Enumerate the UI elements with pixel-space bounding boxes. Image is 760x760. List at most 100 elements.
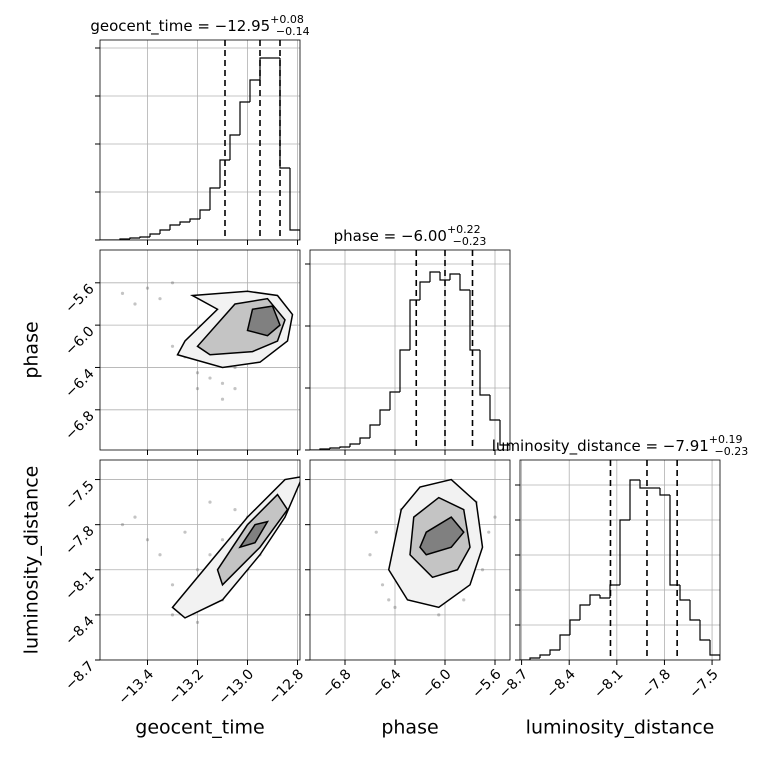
histogram-bin — [329, 447, 340, 449]
histogram-bin — [449, 273, 460, 280]
x-tick-label: −6.8 — [319, 666, 354, 701]
sample-point — [393, 605, 397, 609]
histogram-bin — [539, 654, 550, 658]
sample-point — [208, 376, 212, 380]
y-axis-label: luminosity_distance — [21, 466, 43, 655]
histogram-bin — [559, 634, 570, 650]
panel — [100, 40, 300, 240]
panel — [310, 460, 510, 660]
histogram-bin — [379, 409, 390, 425]
sample-point — [145, 286, 150, 290]
sample-point — [195, 568, 200, 572]
title-lower: −0.23 — [715, 445, 749, 458]
histogram-bin — [129, 237, 140, 239]
panel — [520, 460, 720, 660]
panel-title: phase = −6.00+0.22 −0.23 — [334, 223, 487, 248]
histogram-bin — [639, 480, 650, 489]
panel — [100, 460, 300, 660]
x-axis-label: phase — [381, 717, 438, 739]
histogram-bin — [679, 585, 690, 601]
title-main: phase = −6.00 — [334, 227, 447, 245]
histogram-bin — [629, 479, 640, 520]
histogram-bin — [199, 209, 210, 219]
histogram-bin — [609, 584, 620, 598]
histogram-bin — [699, 620, 710, 641]
sample-point — [368, 553, 372, 557]
histogram-bin — [489, 395, 500, 421]
sample-point — [170, 613, 175, 617]
histogram-bin — [579, 604, 590, 620]
x-tick-label: −8.4 — [544, 666, 579, 701]
histogram-bin — [589, 594, 600, 605]
x-tick-label: −6.4 — [369, 666, 404, 701]
sample-point — [170, 344, 175, 348]
sample-point — [487, 530, 491, 534]
title-main: luminosity_distance = −7.91 — [492, 437, 709, 456]
histogram-bin — [229, 134, 240, 160]
histogram-bin — [669, 495, 680, 586]
panel-title: luminosity_distance = −7.91+0.19 −0.23 — [492, 433, 748, 458]
title-lower: −0.23 — [453, 235, 487, 248]
panel-frame — [309, 249, 511, 451]
histogram-bin — [349, 443, 360, 447]
histogram-bin — [389, 391, 400, 410]
histogram-bin — [499, 420, 510, 450]
histogram-bin — [289, 168, 300, 240]
x-tick-label: −6.0 — [419, 666, 454, 701]
sample-point — [195, 620, 200, 625]
histogram-bin — [599, 595, 610, 599]
sample-point — [170, 583, 175, 587]
sample-point — [220, 397, 225, 401]
y-tick-label: −6.4 — [62, 366, 97, 401]
histogram-bin — [179, 221, 190, 225]
histogram-bin — [399, 349, 410, 392]
panel — [100, 250, 300, 450]
histogram-bin — [439, 272, 450, 281]
x-tick-label: −13.2 — [166, 666, 208, 708]
y-tick-label: −7.5 — [62, 478, 97, 513]
contour — [419, 516, 465, 556]
panel-frame — [99, 249, 301, 451]
histogram-bin — [259, 57, 270, 80]
title-upper: +0.08 — [270, 13, 304, 26]
sample-point — [120, 523, 125, 527]
y-axis-label: phase — [21, 321, 43, 378]
sample-point — [133, 515, 137, 519]
histogram-bin — [139, 236, 150, 238]
sample-point — [462, 598, 466, 602]
histogram-bin — [339, 446, 350, 448]
histogram-bin — [159, 229, 170, 234]
sample-point — [387, 598, 391, 602]
x-tick-label: −7.8 — [639, 666, 674, 701]
y-tick-label: −6.0 — [62, 323, 97, 358]
panel — [310, 250, 510, 450]
histogram-bin — [689, 600, 700, 621]
title-lower: −0.14 — [276, 25, 310, 38]
x-tick-label: −13.0 — [216, 666, 258, 708]
histogram-bin — [619, 519, 630, 585]
x-tick-label: −5.6 — [469, 666, 504, 701]
histogram-bin — [209, 187, 220, 210]
y-tick-label: −8.7 — [62, 658, 97, 693]
histogram-bin — [459, 274, 470, 291]
x-tick-label: −8.7 — [496, 666, 531, 701]
panel-frame — [99, 459, 301, 661]
x-tick-label: −12.8 — [266, 666, 308, 708]
sample-point — [145, 538, 150, 542]
sample-point — [233, 387, 237, 391]
sample-point — [220, 538, 225, 542]
histogram-bin — [359, 437, 370, 444]
sample-point — [233, 508, 237, 512]
histogram-bin — [469, 290, 480, 351]
histogram-bin — [189, 218, 200, 222]
sample-point — [158, 553, 162, 557]
title-upper: +0.19 — [709, 433, 743, 446]
sample-point — [120, 291, 125, 295]
x-tick-label: −7.5 — [686, 666, 721, 701]
histogram-bin — [479, 350, 490, 396]
panel-frame — [309, 459, 511, 661]
y-tick-label: −6.8 — [62, 408, 97, 443]
sample-point — [233, 365, 237, 370]
histogram-bin — [709, 640, 720, 660]
